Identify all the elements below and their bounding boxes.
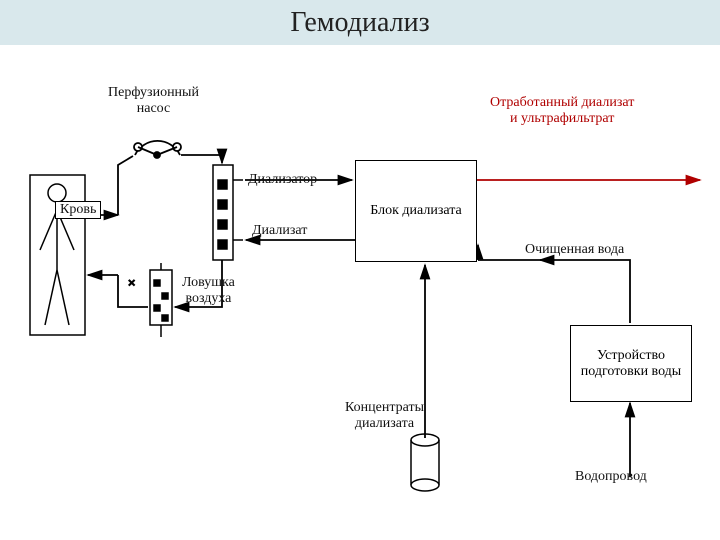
pump-icon	[134, 141, 181, 158]
airtrap-icon: ×	[128, 263, 172, 337]
waste-label: Отработанный диализат и ультрафильтрат	[490, 95, 634, 127]
patient-icon	[30, 175, 85, 335]
dialyzate-label: Диализат	[252, 223, 307, 239]
water-prep-label: Устройство подготовки воды	[571, 348, 691, 380]
purewater-label: Очищенная вода	[525, 242, 624, 258]
water-prep-box: Устройство подготовки воды	[570, 325, 692, 402]
blood-label: Кровь	[55, 201, 101, 219]
svg-text:×: ×	[128, 275, 135, 290]
diagram-canvas: ×	[0, 45, 720, 540]
concentrates-label: Концентраты диализата	[345, 400, 424, 432]
dialysate-block-box: Блок диализата	[355, 160, 477, 262]
page-title: Гемодиализ	[0, 0, 720, 45]
pump-label: Перфузионный насос	[108, 85, 199, 117]
dialysate-block-label: Блок диализата	[370, 203, 461, 219]
airtrap-label: Ловушка воздуха	[182, 275, 235, 307]
dialyzer-label: Диализатор	[248, 172, 317, 188]
cylinder-icon	[411, 434, 439, 491]
watersupply-label: Водопровод	[575, 469, 647, 485]
dialyzer-icon	[213, 165, 243, 260]
